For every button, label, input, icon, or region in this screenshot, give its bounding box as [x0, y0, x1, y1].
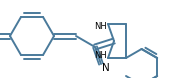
Text: NH: NH [94, 22, 107, 31]
Text: N: N [102, 63, 110, 73]
Text: NH: NH [94, 51, 107, 60]
